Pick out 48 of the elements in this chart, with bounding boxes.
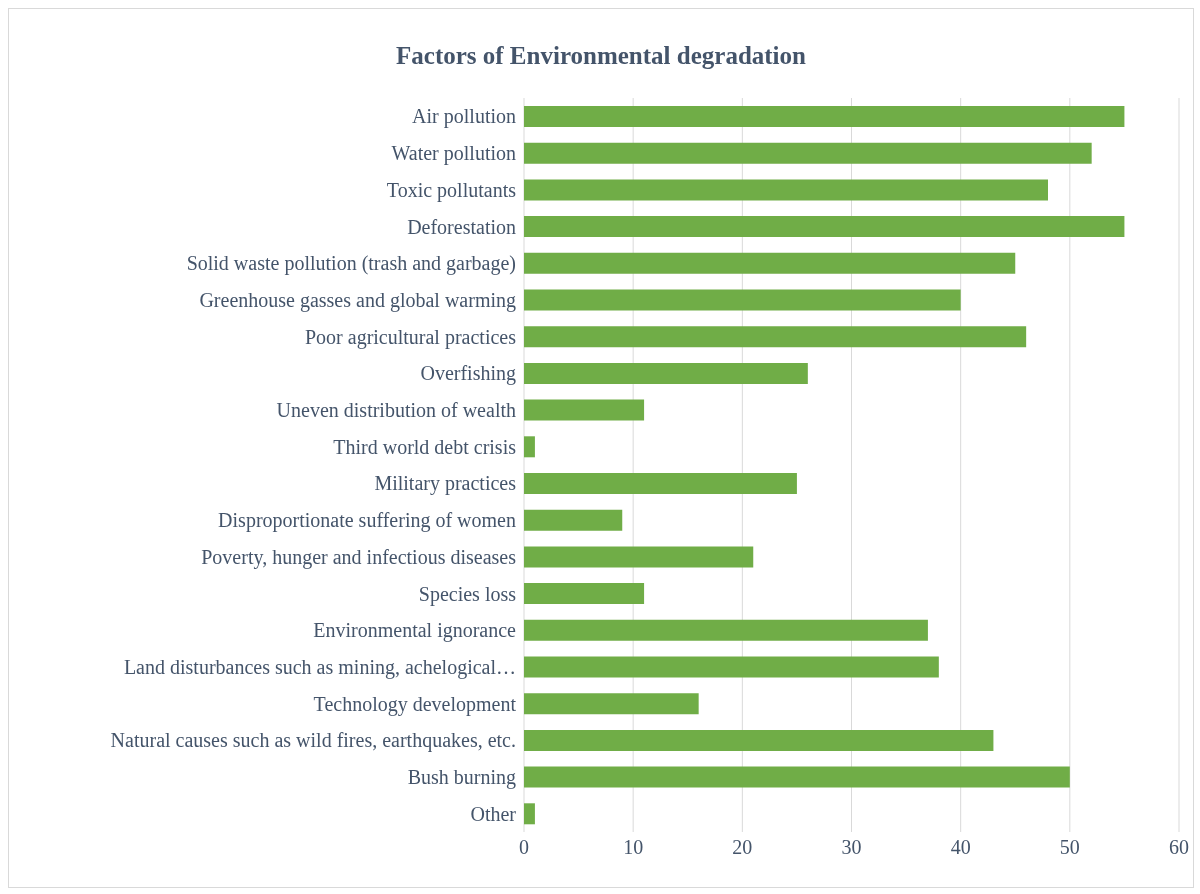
bar: [524, 766, 1070, 788]
y-tick-label: Deforestation: [407, 215, 516, 238]
bar: [524, 619, 928, 641]
bar: [524, 803, 535, 825]
bar: [524, 362, 808, 384]
y-tick-label: Toxic pollutants: [386, 178, 517, 202]
y-tick-label: Uneven distribution of wealth: [276, 399, 516, 422]
bar: [524, 326, 1027, 348]
x-tick-label: 40: [950, 836, 971, 859]
x-tick-label: 50: [1059, 836, 1080, 859]
bar: [524, 399, 645, 421]
bar: [524, 216, 1125, 238]
y-tick-label: Land disturbances such as mining, achelogical…: [123, 655, 516, 679]
bar: [524, 583, 645, 605]
y-tick-label: Third world debt crisis: [333, 435, 517, 458]
bar: [524, 546, 754, 568]
x-tick-label: 60: [1169, 836, 1189, 859]
y-tick-label: Solid waste pollution (trash and garbage): [186, 252, 516, 276]
bar: [524, 106, 1125, 127]
bar: [524, 509, 623, 531]
y-tick-label: Water pollution: [391, 142, 516, 166]
y-tick-label: Other: [470, 802, 517, 825]
x-tick-label: 20: [732, 836, 753, 859]
bar: [524, 179, 1048, 201]
bar: [524, 473, 797, 494]
y-tick-label: Military practices: [374, 472, 517, 496]
y-tick-label: Air pollution: [412, 105, 516, 129]
bar: [524, 142, 1092, 164]
y-tick-label: Species loss: [418, 582, 517, 606]
bar: [524, 729, 994, 751]
y-tick-label: Disproportionate suffering of women: [218, 509, 516, 533]
x-tick-label: 0: [519, 836, 529, 859]
y-tick-label: Greenhouse gasses and global warming: [199, 288, 516, 312]
y-tick-label: Bush burning: [407, 766, 516, 790]
y-tick-label: Poverty, hunger and infectious diseases: [201, 545, 517, 569]
bar: [524, 252, 1016, 274]
y-tick-label: Overfishing: [420, 362, 516, 386]
bar: [524, 436, 535, 458]
bar: [524, 693, 699, 715]
bar: [524, 289, 961, 311]
chart-title: Factors of Environmental degradation: [395, 42, 807, 71]
y-tick-label: Technology development: [313, 692, 517, 716]
x-tick-label: 10: [623, 836, 644, 859]
y-tick-label: Natural causes such as wild fires, earthquakes, etc.: [110, 729, 516, 753]
y-tick-label: Environmental ignorance: [313, 619, 517, 643]
bar: [524, 656, 939, 678]
y-tick-label: Poor agricultural practices: [304, 325, 517, 349]
x-tick-label: 30: [841, 836, 862, 859]
